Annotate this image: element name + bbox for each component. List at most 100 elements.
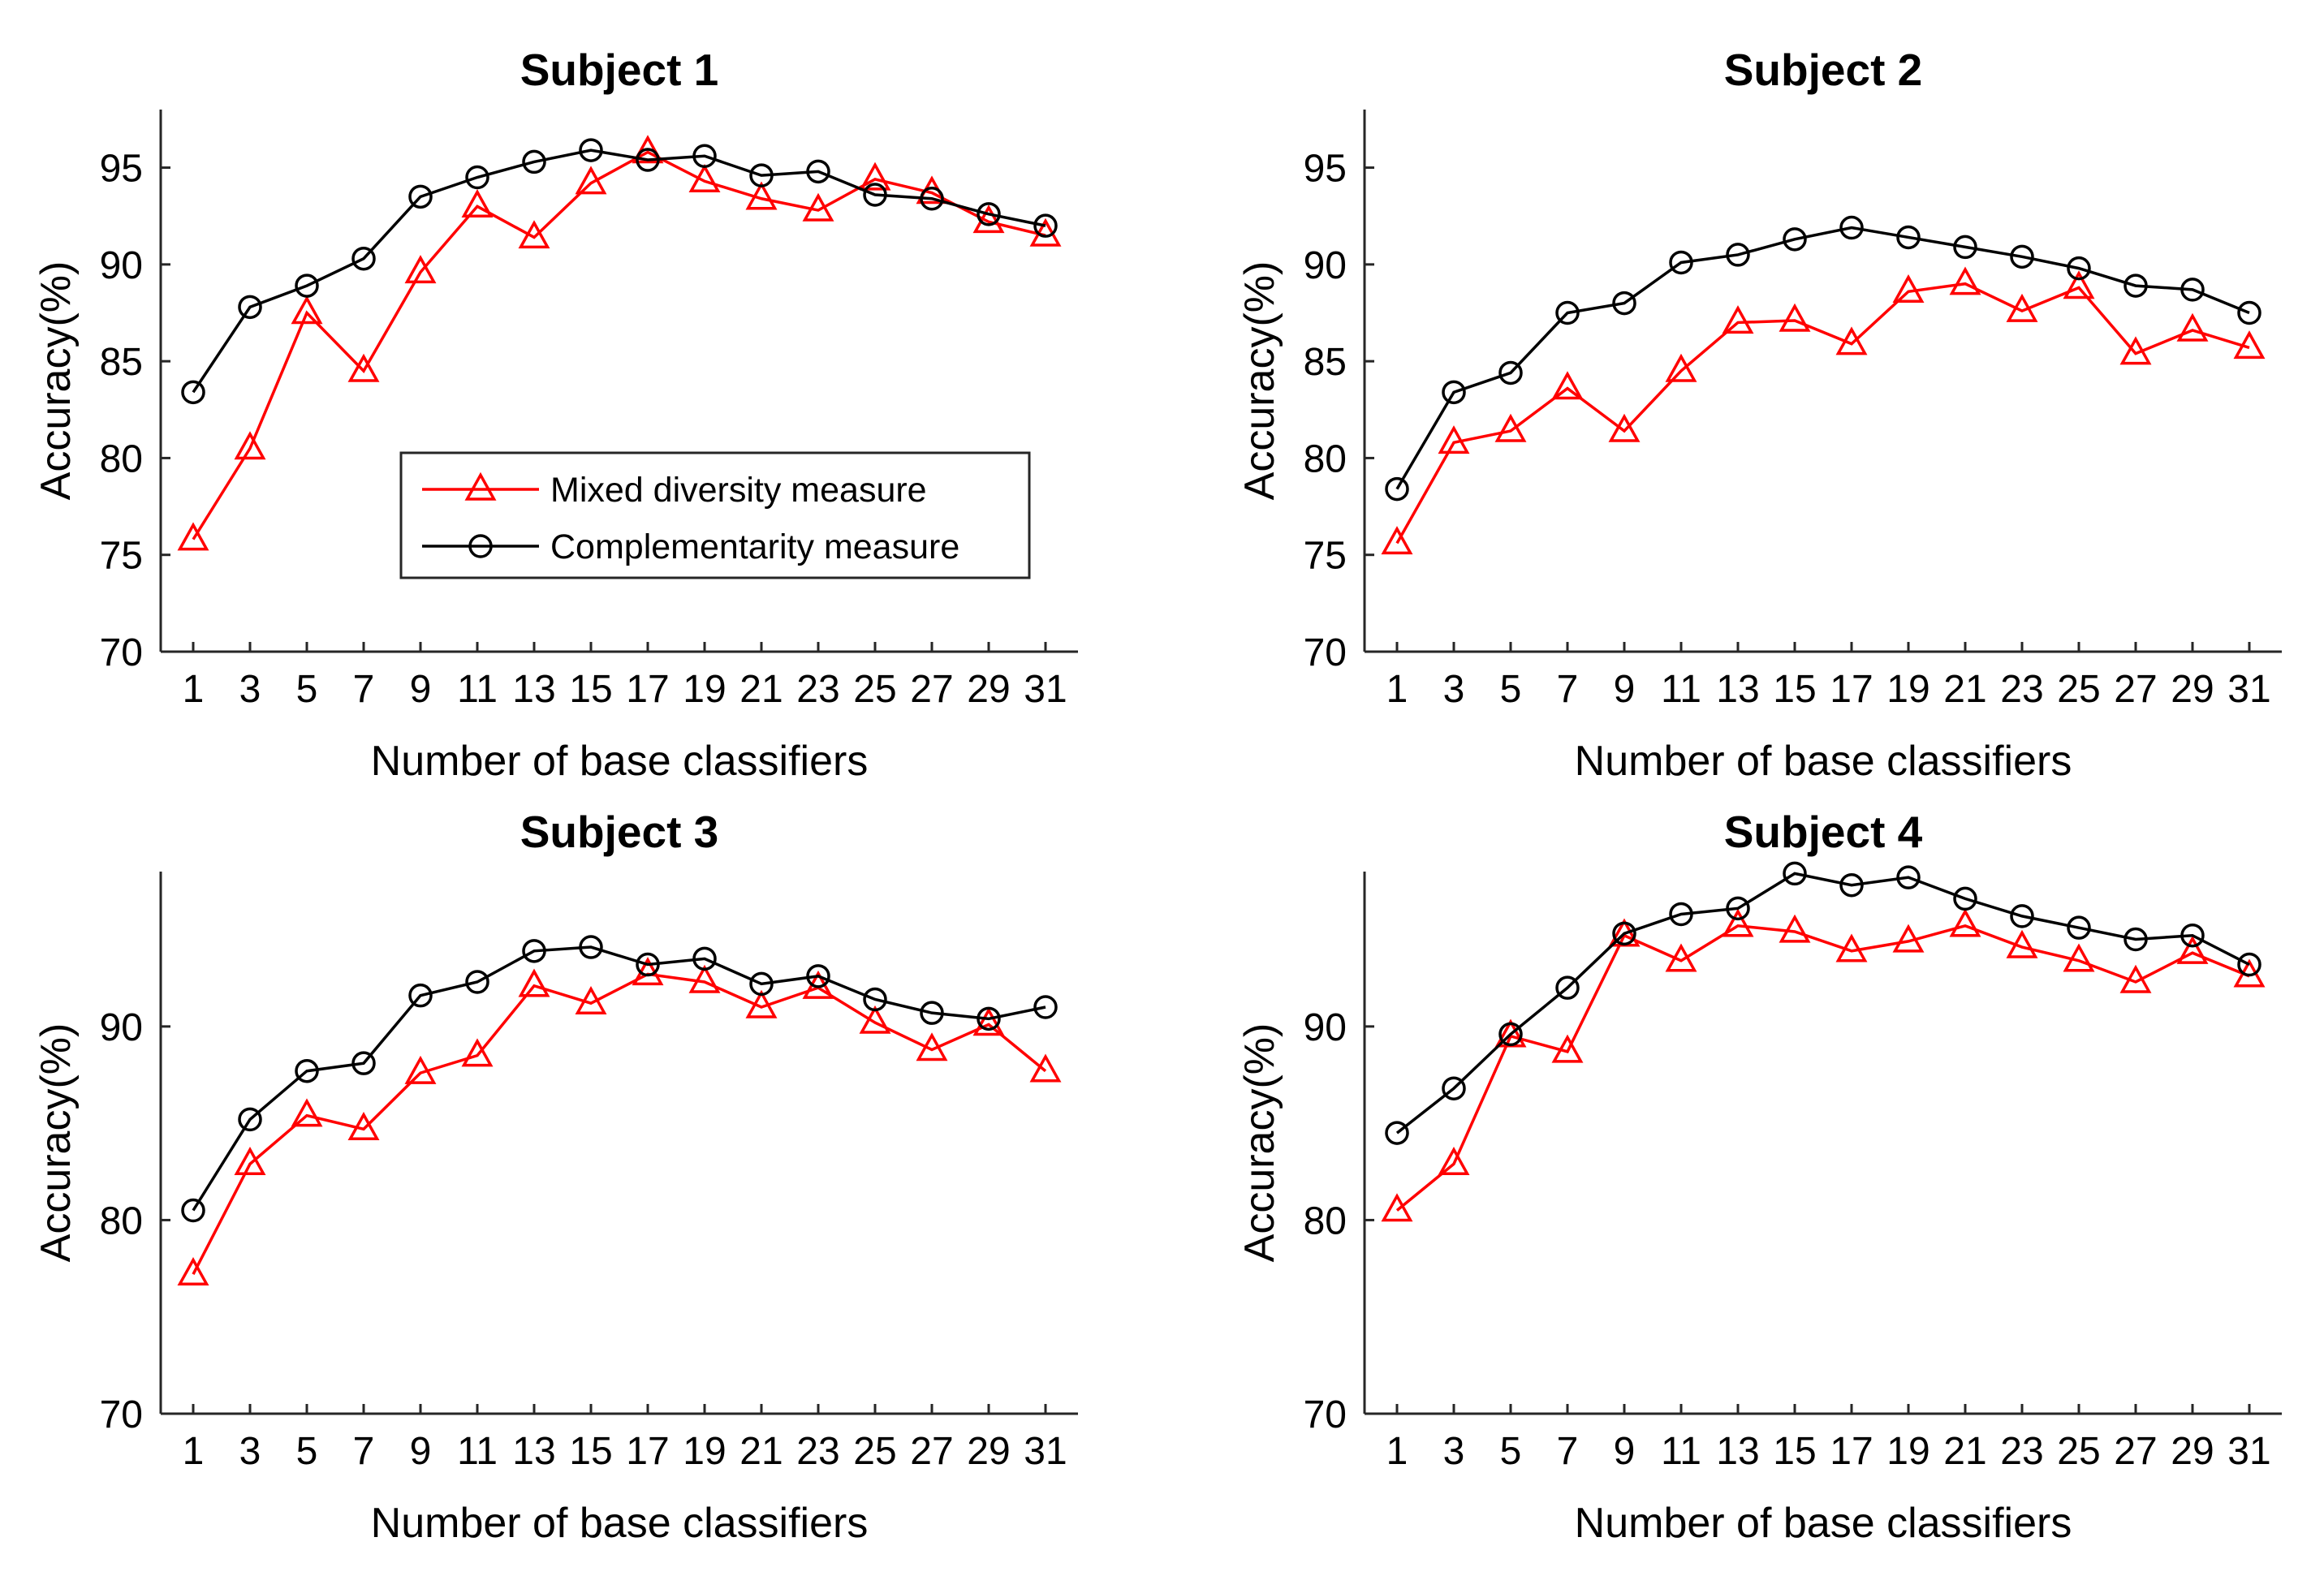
data-point-circle bbox=[2124, 927, 2148, 952]
data-point-circle bbox=[408, 983, 433, 1008]
x-tick-label: 1 bbox=[1386, 668, 1408, 711]
series-line-1 bbox=[192, 972, 1047, 1276]
data-point-circle bbox=[1726, 896, 1750, 921]
data-point-circle bbox=[295, 1058, 319, 1083]
data-point-triangle bbox=[1949, 266, 1981, 295]
data-point-triangle bbox=[688, 964, 721, 993]
y-axis-label: Accuracy(%) bbox=[1236, 1023, 1283, 1263]
x-tick-label: 31 bbox=[2227, 668, 2270, 711]
data-point-circle bbox=[2067, 256, 2091, 281]
legend-entry-1: Mixed diversity measure bbox=[550, 471, 927, 510]
x-tick-label: 15 bbox=[1773, 668, 1816, 711]
x-tick-label: 9 bbox=[1614, 1430, 1636, 1473]
data-point-circle bbox=[636, 148, 660, 172]
legend-box bbox=[399, 451, 1031, 579]
x-tick-label: 19 bbox=[683, 1430, 726, 1473]
data-point-circle bbox=[1498, 360, 1523, 385]
x-tick-label: 29 bbox=[967, 668, 1010, 711]
data-point-circle bbox=[692, 144, 717, 169]
data-point-circle bbox=[181, 380, 205, 405]
data-point-circle bbox=[920, 1001, 944, 1025]
x-tick-label: 9 bbox=[410, 668, 432, 711]
series-line-2 bbox=[1395, 226, 2250, 490]
data-point-circle bbox=[806, 159, 830, 184]
data-point-circle bbox=[636, 952, 660, 977]
data-point-triangle bbox=[518, 220, 550, 249]
data-point-circle bbox=[1385, 476, 1409, 502]
data-point-triangle bbox=[1665, 353, 1697, 382]
data-point-circle bbox=[2237, 300, 2261, 325]
data-point-triangle bbox=[1892, 273, 1925, 303]
y-tick-label: 85 bbox=[1304, 341, 1347, 384]
x-tick-label: 11 bbox=[457, 668, 498, 711]
y-tick-label: 80 bbox=[1304, 1199, 1347, 1242]
chart-panel-1: Subject 11 3 5 7 9 11 13 15 17 19 21 23 25 27 29 317075… bbox=[32, 45, 1078, 785]
data-point-triangle bbox=[461, 189, 494, 218]
x-tick-label: 21 bbox=[739, 668, 783, 711]
series-line-2 bbox=[1395, 872, 2250, 1135]
data-point-circle bbox=[579, 935, 603, 959]
y-tick-label: 75 bbox=[1304, 535, 1347, 578]
x-tick-label: 7 bbox=[1557, 1430, 1579, 1473]
data-point-triangle bbox=[404, 1055, 437, 1084]
data-point-circle bbox=[1783, 227, 1807, 252]
data-point-triangle bbox=[575, 985, 607, 1014]
x-tick-label: 7 bbox=[353, 668, 375, 711]
y-tick-label: 95 bbox=[1304, 148, 1347, 191]
data-point-triangle bbox=[234, 431, 266, 460]
x-tick-label: 15 bbox=[569, 1430, 612, 1473]
data-point-triangle bbox=[1551, 371, 1584, 400]
data-point-circle bbox=[1033, 213, 1058, 238]
data-point-circle bbox=[2180, 278, 2205, 302]
series-line-1 bbox=[192, 150, 1046, 540]
x-tick-label: 17 bbox=[1830, 668, 1873, 711]
data-point-circle bbox=[863, 183, 887, 207]
x-tick-label: 11 bbox=[457, 1430, 498, 1473]
data-point-triangle bbox=[1665, 943, 1697, 972]
x-tick-label: 23 bbox=[796, 1430, 839, 1473]
data-point-triangle bbox=[291, 295, 323, 325]
x-tick-label: 5 bbox=[296, 1430, 318, 1473]
x-tick-label: 5 bbox=[1500, 668, 1522, 711]
data-point-circle bbox=[238, 1107, 262, 1132]
data-point-triangle bbox=[1722, 305, 1754, 334]
chart-title: Subject 2 bbox=[1724, 45, 1923, 95]
x-tick-label: 7 bbox=[1557, 668, 1579, 711]
data-point-triangle bbox=[234, 1146, 266, 1175]
data-point-triangle bbox=[1608, 413, 1641, 442]
data-point-circle bbox=[579, 138, 603, 162]
data-point-triangle bbox=[2176, 312, 2209, 342]
y-tick-label: 90 bbox=[100, 1006, 143, 1049]
y-tick-label: 70 bbox=[1304, 631, 1347, 674]
x-tick-label: 27 bbox=[910, 1430, 953, 1473]
x-tick-label: 17 bbox=[626, 1430, 669, 1473]
y-axis-label: Accuracy(%) bbox=[32, 1023, 80, 1263]
x-tick-label: 25 bbox=[2057, 1430, 2100, 1473]
data-point-triangle bbox=[745, 989, 778, 1018]
y-tick-label: 90 bbox=[1304, 244, 1347, 287]
x-tick-label: 11 bbox=[1661, 668, 1701, 711]
x-tick-label: 27 bbox=[2114, 668, 2157, 711]
x-tick-label: 21 bbox=[1943, 1430, 1986, 1473]
data-point-circle bbox=[1612, 921, 1636, 946]
data-point-triangle bbox=[404, 255, 437, 284]
data-point-circle bbox=[2067, 915, 2091, 940]
data-point-circle bbox=[2180, 923, 2205, 948]
x-tick-label: 9 bbox=[410, 1430, 432, 1473]
data-point-triangle bbox=[2176, 935, 2209, 964]
data-point-triangle bbox=[177, 522, 209, 551]
data-point-triangle bbox=[1779, 914, 1811, 943]
y-tick-label: 70 bbox=[1304, 1393, 1347, 1436]
x-tick-label: 21 bbox=[1943, 668, 1986, 711]
data-point-triangle bbox=[688, 164, 721, 192]
data-point-circle bbox=[977, 202, 1001, 226]
data-point-circle bbox=[238, 295, 262, 320]
data-point-circle bbox=[522, 939, 546, 963]
data-point-triangle bbox=[347, 353, 380, 382]
x-tick-label: 29 bbox=[2171, 1430, 2214, 1473]
data-point-circle bbox=[1726, 243, 1750, 267]
chart-title: Subject 1 bbox=[520, 45, 719, 95]
data-point-triangle bbox=[2233, 330, 2266, 360]
data-point-triangle bbox=[291, 1098, 323, 1127]
